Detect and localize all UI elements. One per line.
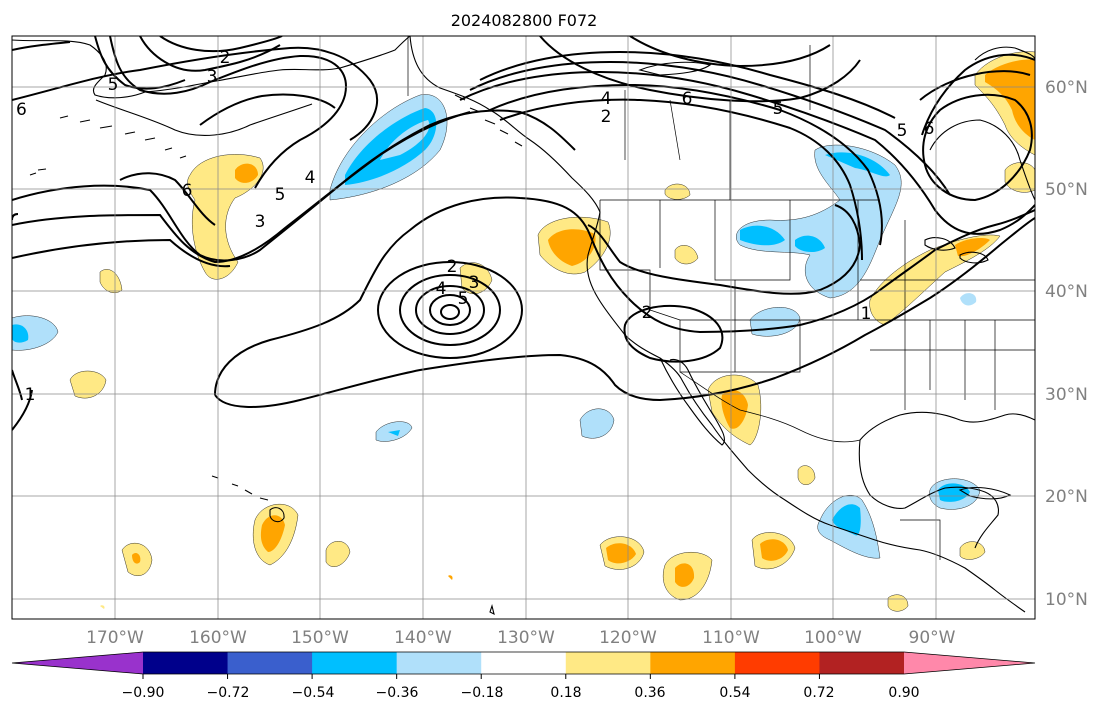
lon-label: 160°W (189, 628, 247, 648)
shaded-anomaly-fields (12, 51, 1035, 612)
lat-lon-grid (12, 36, 1035, 619)
latitude-labels: 60°N 50°N 40°N 30°N 20°N 10°N (1045, 78, 1088, 610)
contour-label: 5 (108, 75, 119, 95)
contour-label: 5 (275, 185, 286, 205)
contour-label: 3 (207, 67, 218, 87)
contour-label: 2 (447, 257, 458, 277)
map-background (12, 36, 1035, 619)
lon-label: 120°W (599, 628, 657, 648)
contour-label: 1 (25, 385, 36, 405)
colorbar-segment (312, 652, 398, 674)
contour-label: 5 (773, 99, 784, 119)
contour-label: 3 (255, 212, 266, 232)
map-panel: 6 3 2 5 3 6 5 4 4 6 2 5 5 6 2 3 4 5 2 1 (11, 35, 1036, 620)
contour-label: 6 (682, 89, 693, 109)
colorbar-segment (227, 652, 313, 674)
lon-label: 150°W (291, 628, 349, 648)
colorbar-segment (650, 652, 736, 674)
colorbar-extend-max (904, 652, 1035, 674)
colorbar-tick-label: −0.36 (376, 685, 419, 701)
contour-label: 1 (861, 304, 872, 324)
lon-label: 90°W (909, 628, 956, 648)
lat-label: 30°N (1045, 385, 1088, 405)
contour-label: 5 (897, 121, 908, 141)
contour-label: 3 (469, 273, 480, 293)
colorbar-segment (734, 652, 820, 674)
colorbar-tick-label: −0.18 (461, 685, 504, 701)
colorbar-segment (819, 652, 905, 674)
colorbar-tick-label: 0.36 (634, 685, 665, 701)
lat-label: 40°N (1045, 282, 1088, 302)
contour-label: 4 (436, 279, 447, 299)
lat-label: 50°N (1045, 180, 1088, 200)
colorbar-segment (565, 652, 651, 674)
colorbar-segment (396, 652, 482, 674)
contour-label: 4 (305, 168, 316, 188)
colorbar-tick-labels: −0.90 −0.72 −0.54 −0.36 −0.18 0.18 0.36 … (122, 685, 920, 701)
contour-label: 4 (601, 89, 612, 109)
contour-label: 2 (220, 48, 231, 68)
contour-label: 6 (924, 119, 935, 139)
colorbar-tick-label: 0.54 (719, 685, 750, 701)
colorbar-tick-label: 0.18 (550, 685, 581, 701)
contour-label: 2 (601, 107, 612, 127)
contour-label: 5 (458, 289, 469, 309)
figure-title: 2024082800 F072 (451, 11, 598, 30)
contour-label: 6 (182, 181, 193, 201)
colorbar-tick-label: 0.72 (803, 685, 834, 701)
contour-labels: 6 3 2 5 3 6 5 4 4 6 2 5 5 6 2 3 4 5 2 1 (16, 48, 934, 405)
colorbar-tick-label: −0.72 (207, 685, 250, 701)
colorbar (11, 651, 1036, 679)
colorbar-tick-label: −0.90 (122, 685, 165, 701)
colorbar-extend-min (12, 652, 143, 674)
lon-label: 130°W (497, 628, 555, 648)
contour-label: 2 (642, 303, 653, 323)
map-frame (11, 35, 1036, 620)
colorbar-tick-label: 0.90 (888, 685, 919, 701)
longitude-labels: 170°W 160°W 150°W 140°W 130°W 120°W 110°… (86, 628, 956, 648)
lat-label: 20°N (1045, 487, 1088, 507)
lon-label: 100°W (804, 628, 862, 648)
colorbar-tick-label: −0.54 (292, 685, 335, 701)
contour-lines (12, 36, 1035, 431)
colorbar-segment (481, 652, 567, 674)
lat-label: 10°N (1045, 590, 1088, 610)
lon-label: 170°W (86, 628, 144, 648)
colorbar-segment (143, 652, 229, 674)
lon-label: 140°W (394, 628, 452, 648)
lat-label: 60°N (1045, 78, 1088, 98)
political-borders (407, 36, 1035, 560)
contour-label: 6 (16, 100, 27, 120)
lon-label: 110°W (702, 628, 760, 648)
